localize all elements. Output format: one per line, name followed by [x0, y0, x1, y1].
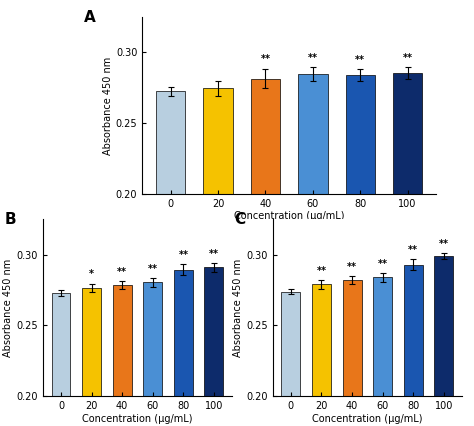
Text: **: ** [178, 250, 188, 260]
Bar [343, 280, 362, 396]
Text: *: * [89, 270, 94, 279]
Bar [203, 89, 233, 194]
X-axis label: Concentration (µg/mL): Concentration (µg/mL) [312, 414, 423, 424]
Text: **: ** [260, 55, 271, 64]
Bar [82, 288, 101, 396]
Bar [434, 256, 453, 396]
Text: **: ** [347, 262, 357, 272]
Bar [346, 75, 375, 194]
Text: **: ** [308, 53, 318, 63]
Bar [404, 265, 423, 396]
Bar [298, 74, 328, 194]
Bar [143, 282, 162, 396]
Bar [52, 293, 71, 396]
Bar [204, 268, 223, 396]
Text: **: ** [378, 259, 388, 269]
Y-axis label: Absorbance 450 nm: Absorbance 450 nm [233, 259, 243, 357]
Text: **: ** [148, 264, 158, 274]
Y-axis label: Absorbance 450 nm: Absorbance 450 nm [3, 259, 13, 357]
Text: **: ** [408, 245, 418, 255]
Bar [251, 78, 280, 194]
Text: C: C [235, 212, 246, 227]
Text: **: ** [439, 239, 449, 249]
X-axis label: Concentration (µg/mL): Concentration (µg/mL) [82, 414, 193, 424]
Bar [282, 291, 301, 396]
Y-axis label: Absorbance 450 nm: Absorbance 450 nm [103, 56, 113, 155]
Text: **: ** [209, 249, 219, 259]
Text: **: ** [117, 267, 127, 276]
Text: **: ** [317, 266, 327, 276]
X-axis label: Concentration (µg/mL): Concentration (µg/mL) [234, 211, 345, 222]
Bar [393, 73, 422, 194]
Bar [312, 285, 331, 396]
Text: **: ** [402, 53, 413, 63]
Bar [373, 277, 392, 396]
Bar [113, 285, 132, 396]
Text: **: ** [355, 55, 365, 65]
Bar [174, 270, 193, 396]
Text: A: A [83, 10, 95, 25]
Text: B: B [5, 212, 17, 227]
Bar [156, 91, 185, 194]
